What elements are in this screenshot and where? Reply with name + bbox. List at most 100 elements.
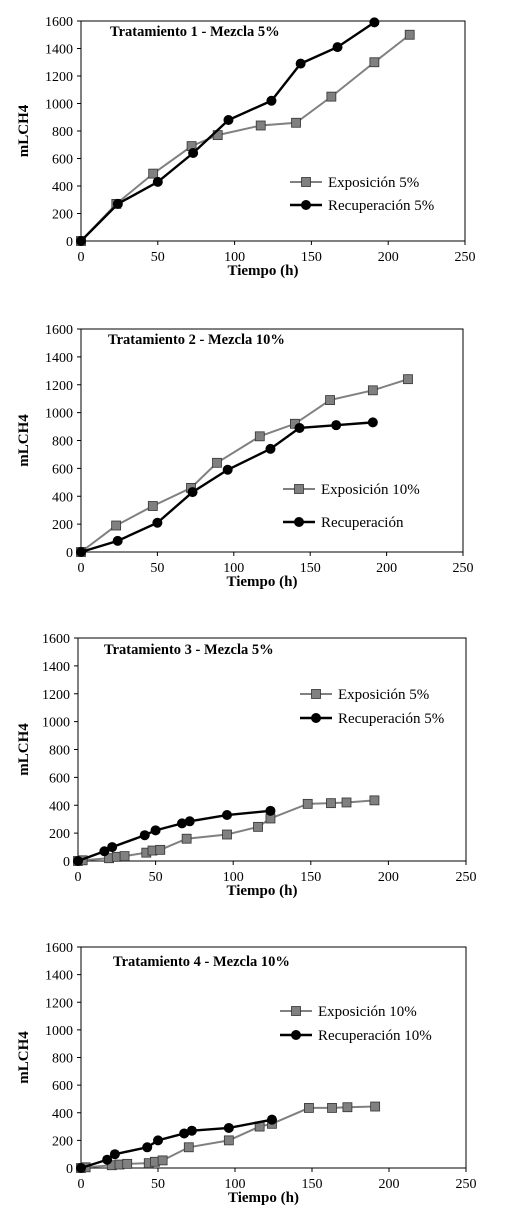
series-recuperacion [76,1114,277,1173]
legend-marker [311,713,321,723]
data-point [266,1114,277,1125]
x-axis-title: Tiempo (h) [227,574,298,590]
y-tick-label: 1600 [45,323,73,338]
data-point [76,547,86,557]
x-tick-label: 50 [151,1177,165,1192]
legend-entry: Recuperación 5% [300,711,444,727]
data-point [112,198,123,209]
y-axis-title: mLCH4 [16,723,32,776]
y-tick-label: 400 [52,1107,73,1122]
data-point [122,1158,133,1169]
y-tick-label: 1600 [45,15,73,30]
data-point [325,395,335,405]
data-point [254,431,265,442]
data-point [109,1149,120,1160]
data-point [112,535,123,546]
data-point [76,236,86,246]
x-tick-label: 0 [75,870,82,885]
x-tick-label: 200 [378,870,399,885]
y-tick-label: 0 [66,546,73,561]
legend-marker [294,484,304,494]
data-point [183,1142,194,1153]
y-tick-label: 1600 [45,941,73,956]
y-tick-label: 1400 [42,660,70,675]
legend-marker [301,200,311,210]
data-point [222,829,232,840]
data-point [111,520,122,531]
data-point [99,846,110,857]
legend-label: Recuperación 5% [338,711,444,727]
data-point [147,501,158,511]
y-tick-label: 0 [63,855,70,870]
y-tick-label: 800 [52,125,73,140]
data-point [265,805,276,816]
data-point [153,1135,163,1146]
data-point [326,798,336,809]
x-tick-label: 50 [149,870,163,885]
y-tick-label: 1600 [42,632,70,647]
legend-marker [301,177,311,187]
data-point [152,176,163,187]
y-tick-label: 1400 [45,969,73,984]
data-point [332,42,343,53]
y-tick-label: 1000 [45,1024,73,1039]
chart-panel-2: 0 200 400 600 800 1000 1200 1400 1600 0 50 100 150 20… [16,323,474,590]
legend-entry: Exposición 5% [290,175,419,191]
x-tick-label: 150 [301,250,322,265]
y-tick-label: 200 [52,518,73,533]
data-point [142,1142,153,1153]
x-tick-label: 200 [379,1177,400,1192]
x-tick-label: 100 [225,1177,246,1192]
series-line [80,33,411,242]
y-axis-title: mLCH4 [16,414,32,467]
x-tick-label: 50 [151,250,165,265]
data-point [188,148,199,158]
data-point [367,417,378,428]
legend-label: Recuperación [321,515,404,531]
legend-label: Recuperación 10% [318,1028,432,1044]
y-tick-label: 0 [66,1162,73,1177]
series-exposicion [73,795,380,866]
y-tick-label: 600 [52,153,73,168]
x-axis-title: Tiempo (h) [227,883,298,899]
data-point [155,844,166,855]
data-point [266,95,277,106]
series-recuperacion [76,17,380,246]
x-tick-label: 100 [223,870,244,885]
x-tick-label: 150 [300,870,321,885]
x-tick-label: 250 [455,250,476,265]
y-tick-label: 1400 [45,43,73,58]
data-point [255,120,266,131]
y-tick-label: 1000 [45,98,73,113]
x-axis-title: Tiempo (h) [228,1190,299,1206]
y-tick-label: 1000 [45,407,73,422]
y-tick-label: 200 [52,1134,73,1149]
data-point [181,833,192,844]
data-point [102,1154,113,1165]
series-exposicion [76,1101,381,1173]
legend-marker [311,689,321,699]
chart-title: Tratamiento 3 - Mezcla 5% [104,642,274,658]
data-point [148,168,159,179]
y-tick-label: 600 [49,771,70,786]
chart-panel-3: 0 200 400 600 800 1000 1200 1400 1600 0 50 100 150 20… [16,632,477,899]
data-point [184,816,195,827]
data-point [222,464,233,475]
data-point [369,17,380,28]
series-exposicion [76,29,415,246]
data-point [367,385,378,396]
data-point [157,1155,168,1166]
data-point [107,842,118,853]
data-point [152,517,163,528]
x-tick-label: 150 [302,1177,323,1192]
data-point [304,1103,314,1113]
legend-entry: Exposición 5% [300,687,429,703]
data-point [302,798,313,809]
y-tick-label: 1200 [45,70,73,85]
y-tick-label: 0 [66,235,73,250]
x-tick-label: 200 [376,561,397,576]
data-point [119,851,130,862]
x-tick-label: 100 [224,250,245,265]
data-point [369,795,380,806]
